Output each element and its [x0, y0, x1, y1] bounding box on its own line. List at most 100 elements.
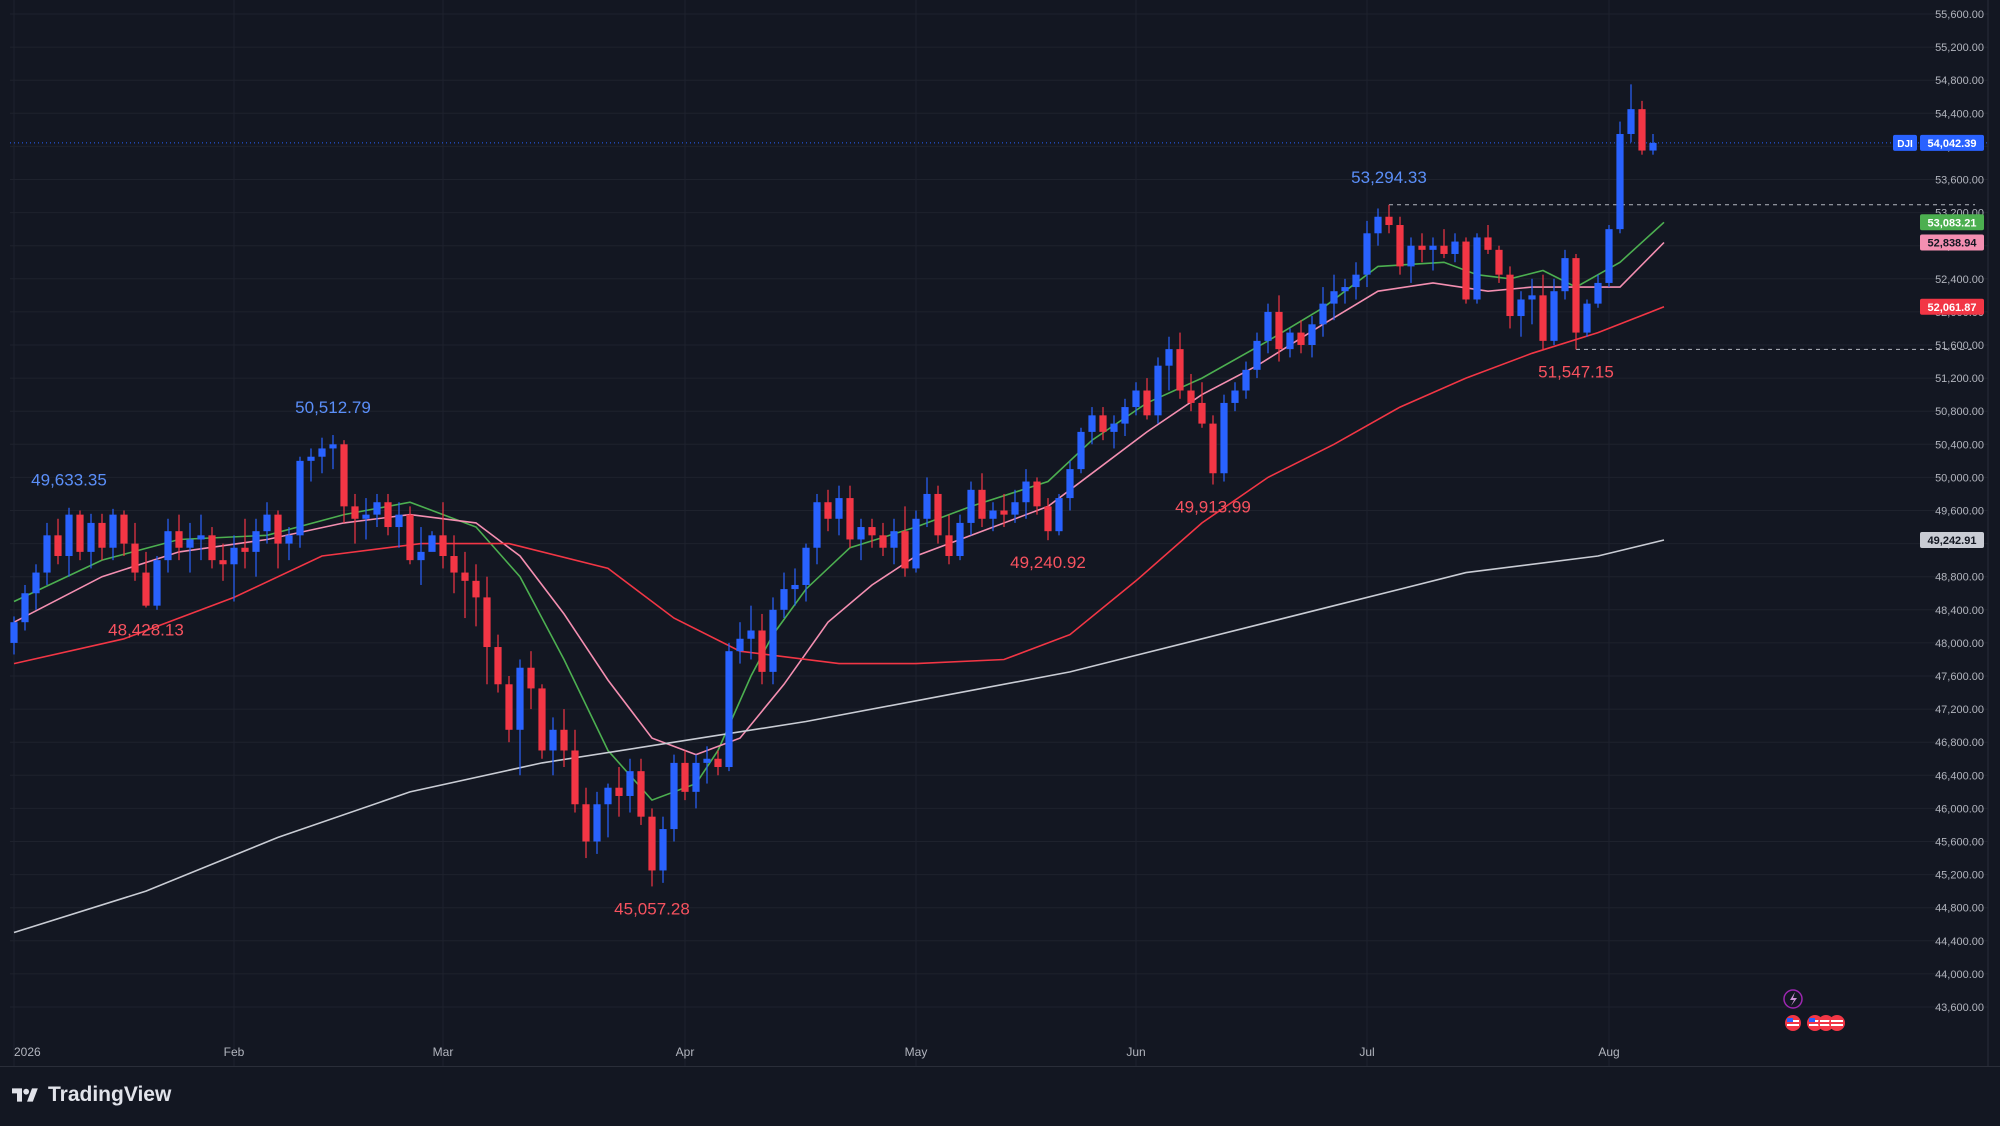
candle[interactable] — [1341, 278, 1349, 304]
candle[interactable] — [890, 518, 898, 565]
candle[interactable] — [813, 493, 821, 565]
candle[interactable] — [439, 502, 447, 569]
candle[interactable] — [626, 758, 634, 813]
candle[interactable] — [406, 506, 414, 565]
candle[interactable] — [901, 506, 909, 577]
candle[interactable] — [1297, 320, 1305, 354]
candle[interactable] — [1132, 382, 1140, 416]
candle[interactable] — [1451, 233, 1459, 263]
candle[interactable] — [472, 564, 480, 627]
candle[interactable] — [1066, 460, 1074, 511]
candle[interactable] — [967, 481, 975, 536]
candle[interactable] — [1572, 253, 1580, 350]
candle[interactable] — [505, 676, 513, 743]
candle[interactable] — [516, 659, 524, 776]
candle[interactable] — [571, 729, 579, 813]
candle[interactable] — [868, 518, 876, 548]
candle[interactable] — [1561, 249, 1569, 300]
candle[interactable] — [1440, 229, 1448, 259]
candle[interactable] — [1495, 245, 1503, 283]
candle[interactable] — [538, 684, 546, 759]
candle[interactable] — [1627, 84, 1635, 143]
candle[interactable] — [1517, 291, 1525, 337]
candle[interactable] — [956, 514, 964, 561]
candle[interactable] — [54, 518, 62, 565]
candle[interactable] — [1528, 278, 1536, 325]
candle[interactable] — [1209, 415, 1217, 485]
candle[interactable] — [252, 518, 260, 577]
candle[interactable] — [604, 783, 612, 838]
candle[interactable] — [1594, 274, 1602, 308]
candle[interactable] — [263, 502, 271, 544]
candle[interactable] — [1275, 295, 1283, 362]
candle[interactable] — [703, 746, 711, 784]
candle[interactable] — [1220, 394, 1228, 482]
candle[interactable] — [1484, 225, 1492, 254]
candle[interactable] — [1462, 237, 1470, 304]
candle[interactable] — [131, 522, 139, 581]
candle[interactable] — [1605, 225, 1613, 288]
candle[interactable] — [1176, 332, 1184, 399]
candle[interactable] — [1638, 100, 1646, 155]
candle[interactable] — [857, 518, 865, 561]
candle[interactable] — [307, 448, 315, 482]
candle[interactable] — [417, 527, 425, 585]
candle[interactable] — [230, 535, 238, 602]
candle[interactable] — [1264, 303, 1272, 354]
candle[interactable] — [945, 514, 953, 565]
candle[interactable] — [1011, 489, 1019, 523]
candle[interactable] — [362, 498, 370, 540]
candle[interactable] — [879, 522, 887, 557]
candle[interactable] — [351, 493, 359, 544]
candle[interactable] — [494, 634, 502, 693]
candle[interactable] — [1649, 133, 1657, 155]
candle[interactable] — [1154, 357, 1162, 424]
candle[interactable] — [241, 518, 249, 569]
candle[interactable] — [1506, 266, 1514, 329]
candle[interactable] — [175, 514, 183, 561]
candle[interactable] — [835, 485, 843, 536]
candle[interactable] — [384, 493, 392, 536]
candle[interactable] — [1165, 336, 1173, 391]
candle[interactable] — [318, 437, 326, 474]
candle[interactable] — [527, 651, 535, 710]
candle[interactable] — [153, 556, 161, 610]
candle[interactable] — [648, 808, 656, 887]
candle[interactable] — [1253, 332, 1261, 379]
candle[interactable] — [615, 767, 623, 817]
candle[interactable] — [791, 568, 799, 606]
candle[interactable] — [21, 584, 29, 631]
candle[interactable] — [560, 709, 568, 768]
candle[interactable] — [714, 750, 722, 776]
price-axis[interactable]: 43,600.00 44,000.00 44,400.00 44,800.00 45,2… — [1893, 0, 2000, 1066]
candle[interactable] — [692, 754, 700, 809]
candle[interactable] — [758, 613, 766, 685]
tradingview-logo[interactable]: TradingView — [12, 1082, 171, 1108]
candle[interactable] — [461, 551, 469, 619]
candle[interactable] — [1352, 262, 1360, 300]
candle[interactable] — [1374, 208, 1382, 246]
candle[interactable] — [670, 754, 678, 842]
candle[interactable] — [1539, 274, 1547, 350]
candle[interactable] — [934, 485, 942, 544]
candle[interactable] — [736, 622, 744, 664]
candle[interactable] — [1385, 204, 1393, 234]
candle[interactable] — [10, 616, 18, 655]
candle[interactable] — [450, 535, 458, 594]
candle[interactable] — [1429, 237, 1437, 271]
candle[interactable] — [1044, 498, 1052, 541]
candle[interactable] — [725, 642, 733, 772]
candle[interactable] — [802, 543, 810, 602]
candle[interactable] — [1198, 382, 1206, 428]
candle[interactable] — [1143, 378, 1151, 420]
candle[interactable] — [1110, 415, 1118, 449]
candle[interactable] — [1363, 220, 1371, 288]
event-icons[interactable] — [1783, 989, 1845, 1031]
candle[interactable] — [1418, 233, 1426, 263]
candle[interactable] — [43, 522, 51, 585]
candle[interactable] — [274, 510, 282, 569]
candle[interactable] — [593, 791, 601, 854]
candle[interactable] — [1077, 427, 1085, 474]
